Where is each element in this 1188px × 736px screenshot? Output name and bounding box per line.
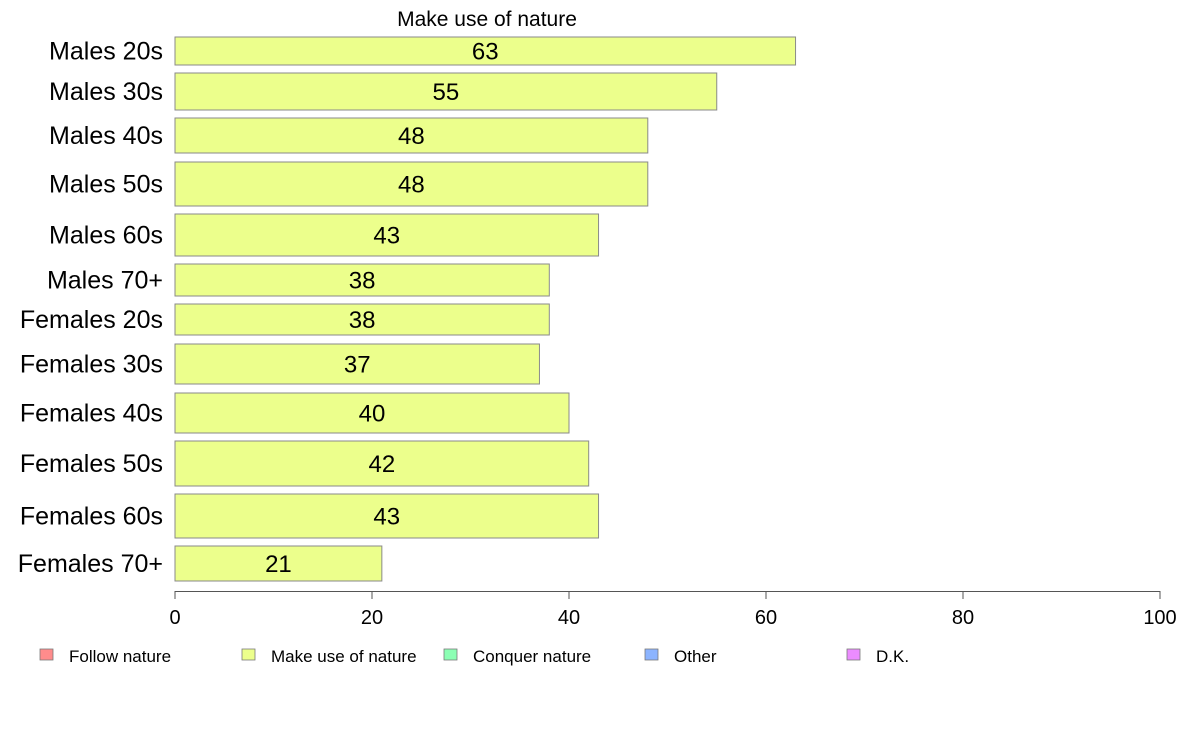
value-label: 42	[368, 451, 395, 478]
legend: Follow nature Make use of nature Conquer n…	[39, 647, 909, 666]
category-label: Females 50s	[20, 450, 163, 478]
x-tick-label: 0	[169, 607, 180, 629]
category-label: Females 30s	[20, 351, 163, 379]
value-label: 43	[373, 504, 400, 531]
bar-10	[174, 493, 600, 539]
legend-swatch	[644, 648, 659, 661]
bar-0	[174, 36, 797, 66]
x-axis: 0 20 40 60 80 100	[169, 591, 1177, 629]
value-label: 48	[398, 123, 425, 150]
legend-swatch	[241, 648, 256, 661]
value-label: 21	[265, 551, 292, 578]
category-label: Males 70+	[47, 267, 163, 295]
value-label: 63	[472, 39, 499, 66]
category-label: Females 40s	[20, 400, 163, 428]
legend-swatch	[443, 648, 458, 661]
value-label: 43	[373, 223, 400, 250]
value-label: 38	[349, 268, 376, 295]
x-tick-label: 40	[558, 607, 580, 629]
category-label: Males 20s	[49, 38, 163, 66]
bar-9	[174, 440, 590, 487]
category-label: Males 40s	[49, 122, 163, 150]
value-label: 55	[433, 79, 460, 106]
legend-swatch	[846, 648, 861, 661]
category-label: Females 20s	[20, 306, 163, 334]
category-label: Females 70+	[18, 550, 163, 578]
value-label: 38	[349, 307, 376, 334]
bar-11	[174, 545, 383, 582]
bar-6	[174, 303, 550, 336]
x-tick-label: 60	[755, 607, 777, 629]
value-label: 40	[359, 401, 386, 428]
bar-2	[174, 117, 649, 154]
bar-8	[174, 392, 570, 434]
legend-label: Follow nature	[69, 647, 171, 666]
category-label: Males 60s	[49, 222, 163, 250]
value-label: 48	[398, 172, 425, 199]
bar-3	[174, 161, 649, 207]
x-tick-label: 100	[1143, 607, 1176, 629]
bar-1	[174, 72, 718, 111]
legend-label: Other	[674, 647, 717, 666]
bar-7	[174, 343, 540, 385]
bar-5	[174, 263, 550, 297]
bars-group: Males 20s 63 Males 30s 55 Males 40s 48 Males 5…	[18, 36, 797, 582]
legend-label: D.K.	[876, 647, 909, 666]
x-tick-label: 20	[361, 607, 383, 629]
category-label: Males 50s	[49, 171, 163, 199]
bar-4	[174, 213, 600, 257]
legend-label: Make use of nature	[271, 647, 417, 666]
chart-title: Make use of nature	[397, 8, 577, 31]
category-label: Males 30s	[49, 78, 163, 106]
legend-label: Conquer nature	[473, 647, 591, 666]
x-tick-label: 80	[952, 607, 974, 629]
value-label: 37	[344, 352, 371, 379]
legend-swatch	[39, 648, 54, 661]
category-label: Females 60s	[20, 503, 163, 531]
